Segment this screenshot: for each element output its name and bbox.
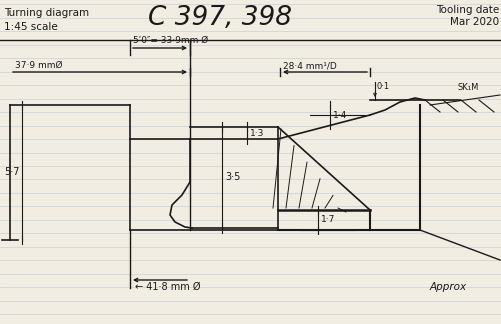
Text: 28·4 mm¹/D: 28·4 mm¹/D [283, 61, 336, 70]
Text: Approx: Approx [429, 282, 466, 292]
Text: 1·3: 1·3 [249, 129, 264, 137]
Text: Turning diagram: Turning diagram [4, 8, 89, 18]
Text: 1:45 scale: 1:45 scale [4, 22, 58, 32]
Text: 5·7: 5·7 [4, 168, 20, 178]
Text: 0·1: 0·1 [376, 82, 389, 91]
Text: SK₁M: SK₁M [457, 83, 478, 92]
Text: 3·5: 3·5 [224, 172, 240, 182]
Text: 1·4: 1·4 [332, 110, 347, 120]
Text: ← 41·8 mm Ø: ← 41·8 mm Ø [135, 282, 200, 292]
Text: 37·9 mmØ: 37·9 mmØ [15, 61, 63, 70]
Text: Tooling date
Mar 2020: Tooling date Mar 2020 [435, 5, 498, 27]
Text: 1·7: 1·7 [320, 215, 335, 225]
Text: C 397, 398: C 397, 398 [148, 5, 292, 31]
Text: 5ʹ0″= 33·9mm Ø: 5ʹ0″= 33·9mm Ø [133, 36, 208, 45]
